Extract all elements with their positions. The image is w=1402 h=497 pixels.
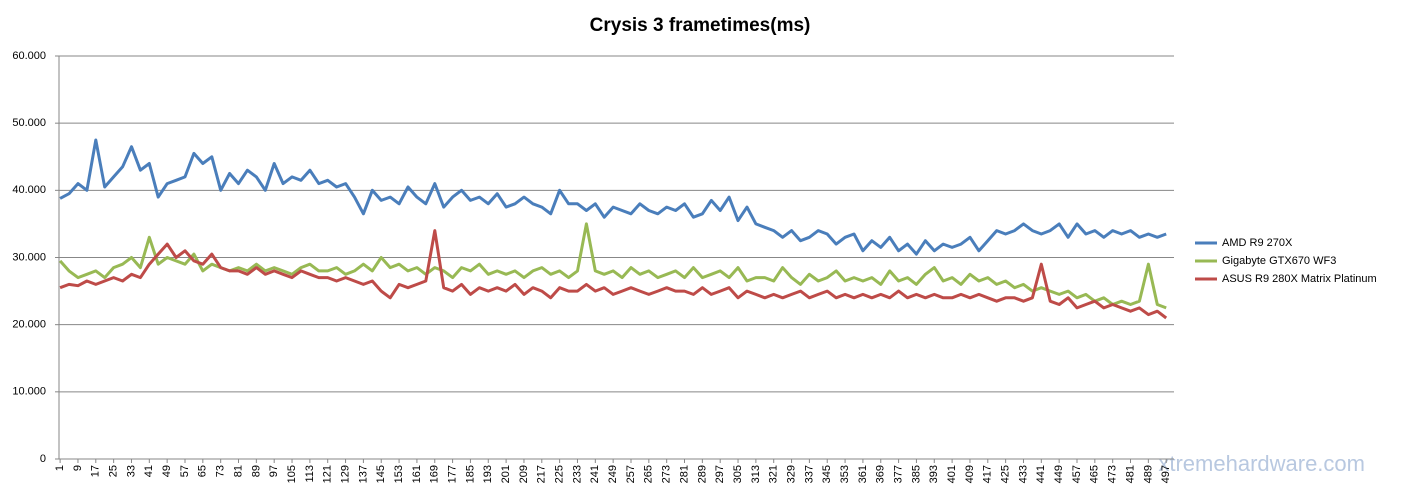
x-tick-label: 105	[286, 465, 298, 483]
x-tick-label: 49	[161, 465, 173, 477]
watermark: xtremehardware.com	[1158, 451, 1365, 476]
x-tick-label: 377	[893, 465, 905, 483]
y-tick-label: 40.000	[12, 184, 46, 196]
data-line	[59, 138, 1167, 256]
x-tick-label: 417	[982, 465, 994, 483]
x-tick-label: 313	[750, 465, 762, 483]
x-tick-label: 81	[232, 465, 244, 477]
x-tick-label: 345	[821, 465, 833, 483]
x-tick-label: 329	[785, 465, 797, 483]
legend-label: ASUS R9 280X Matrix Platinum	[1222, 273, 1377, 285]
data-line	[58, 222, 1167, 310]
x-tick-label: 449	[1053, 465, 1065, 483]
x-tick-label: 137	[357, 465, 369, 483]
x-tick-label: 129	[339, 465, 351, 483]
x-tick-label: 225	[554, 465, 566, 483]
y-tick-label: 50.000	[12, 117, 46, 129]
x-tick-label: 113	[304, 465, 316, 483]
x-tick-label: 281	[678, 465, 690, 483]
x-tick-label: 497	[1160, 465, 1172, 483]
legend-label: Gigabyte GTX670 WF3	[1222, 255, 1336, 267]
x-tick-label: 65	[197, 465, 209, 477]
x-tick-label: 473	[1107, 465, 1119, 483]
x-tick-label: 193	[482, 465, 494, 483]
x-tick-label: 289	[696, 465, 708, 483]
x-tick-label: 201	[500, 465, 512, 483]
y-tick-label: 60.000	[12, 50, 46, 62]
x-tick-label: 433	[1017, 465, 1029, 483]
x-tick-label: 409	[964, 465, 976, 483]
legend-label: AMD R9 270X	[1222, 237, 1293, 249]
x-tick-label: 209	[518, 465, 530, 483]
chart-title: Crysis 3 frametimes(ms)	[590, 15, 811, 36]
x-tick-label: 241	[589, 465, 601, 483]
x-tick-label: 161	[411, 465, 423, 483]
x-tick-label: 273	[661, 465, 673, 483]
x-tick-label: 89	[250, 465, 262, 477]
x-tick-label: 185	[464, 465, 476, 483]
x-tick-label: 337	[803, 465, 815, 483]
x-tick-label: 489	[1142, 465, 1154, 483]
x-tick-label: 361	[857, 465, 869, 483]
x-tick-label: 305	[732, 465, 744, 483]
y-tick-label: 0	[40, 453, 46, 465]
x-tick-label: 97	[268, 465, 280, 477]
x-tick-label: 217	[536, 465, 548, 483]
x-tick-label: 457	[1071, 465, 1083, 483]
x-tick-label: 177	[447, 465, 459, 483]
x-tick-label: 401	[946, 465, 958, 483]
y-tick-label: 20.000	[12, 319, 46, 331]
x-tick-label: 121	[322, 465, 334, 483]
x-tick-label: 425	[1000, 465, 1012, 483]
x-tick-label: 57	[179, 465, 191, 477]
x-tick-label: 257	[625, 465, 637, 483]
x-tick-label: 385	[910, 465, 922, 483]
x-tick-label: 297	[714, 465, 726, 483]
x-tick-label: 353	[839, 465, 851, 483]
x-tick-label: 145	[375, 465, 387, 483]
x-tick-label: 41	[143, 465, 155, 477]
x-tick-label: 393	[928, 465, 940, 483]
x-tick-label: 153	[393, 465, 405, 483]
x-tick-label: 481	[1124, 465, 1136, 483]
x-tick-label: 1	[54, 465, 66, 471]
x-tick-label: 169	[429, 465, 441, 483]
x-tick-label: 73	[215, 465, 227, 477]
x-tick-label: 33	[125, 465, 137, 477]
x-tick-label: 441	[1035, 465, 1047, 483]
x-tick-label: 233	[571, 465, 583, 483]
x-tick-label: 465	[1089, 465, 1101, 483]
y-tick-label: 10.000	[12, 386, 46, 398]
x-tick-label: 265	[643, 465, 655, 483]
x-tick-label: 369	[875, 465, 887, 483]
data-line	[59, 229, 1168, 320]
x-tick-label: 249	[607, 465, 619, 483]
y-tick-label: 30.000	[12, 251, 46, 263]
x-tick-label: 17	[90, 465, 102, 477]
x-tick-label: 9	[72, 465, 84, 471]
x-tick-label: 321	[768, 465, 780, 483]
x-tick-label: 25	[108, 465, 120, 477]
